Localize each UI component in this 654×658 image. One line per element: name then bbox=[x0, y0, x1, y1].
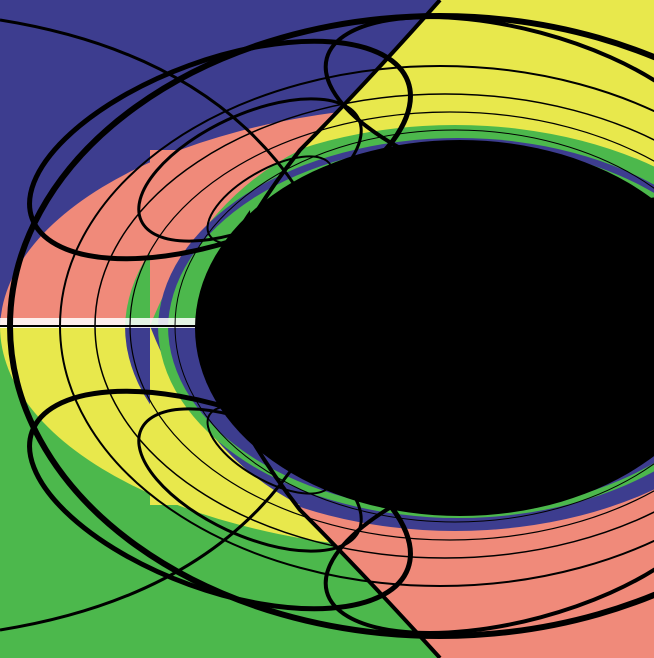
shadow-edge bbox=[215, 210, 260, 440]
horizon-streak bbox=[0, 318, 210, 328]
shadow bbox=[195, 140, 654, 516]
ring-salmon-inner bbox=[150, 150, 300, 326]
ring-yellow-inner bbox=[150, 326, 300, 505]
